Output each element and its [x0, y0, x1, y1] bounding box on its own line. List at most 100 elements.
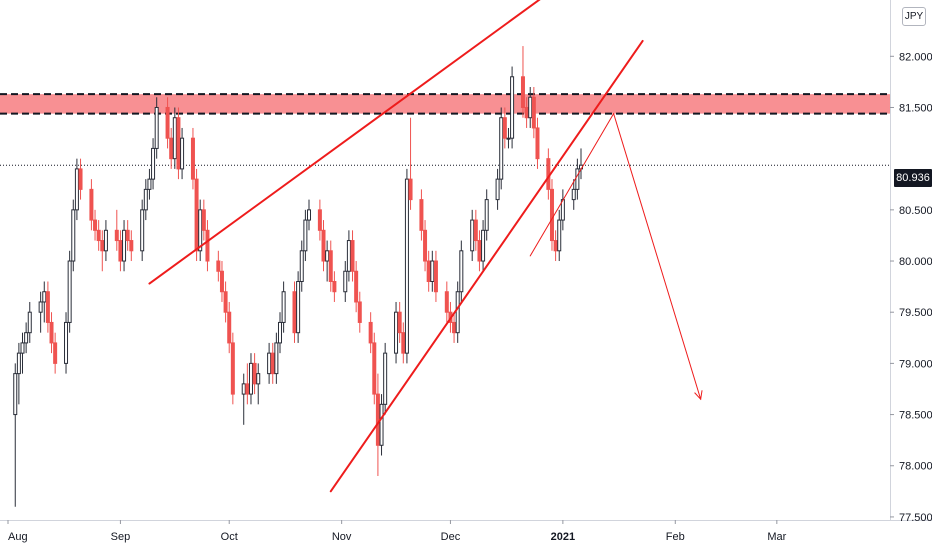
candle [176, 107, 181, 180]
candle [165, 97, 170, 149]
candle [557, 209, 562, 262]
candle-body [67, 260, 72, 323]
candle [524, 97, 529, 128]
projection-down [613, 113, 702, 400]
candle [270, 342, 275, 384]
candle [528, 87, 533, 128]
candle [357, 291, 362, 333]
currency-badge[interactable]: JPY [902, 7, 926, 26]
candle-body [292, 291, 297, 334]
candle [571, 179, 576, 210]
candle [38, 291, 43, 333]
candle [549, 179, 554, 251]
candle [575, 158, 580, 200]
candle-body [470, 219, 475, 252]
candle-body [303, 219, 308, 252]
candle-body [575, 168, 580, 190]
candle [118, 230, 123, 272]
candle-body [267, 352, 272, 375]
candle [408, 117, 413, 210]
candle-body [125, 229, 130, 242]
candle-body [89, 188, 94, 221]
candle [419, 189, 424, 241]
candle-body [190, 137, 195, 180]
candle [296, 271, 301, 343]
time-tick-label: Sep [111, 531, 131, 543]
candle [24, 322, 29, 354]
candle-body [241, 383, 246, 395]
candle-body [375, 393, 380, 446]
candle-body [230, 342, 235, 395]
candle-body [404, 178, 409, 354]
candle-body [296, 280, 301, 334]
candle [404, 168, 409, 364]
candle-body [571, 188, 576, 201]
candle [96, 220, 101, 251]
candle-body [332, 280, 337, 293]
candle [194, 168, 199, 262]
candle-body [129, 240, 134, 252]
candle [481, 220, 486, 272]
candle-body [328, 250, 333, 282]
candle [125, 220, 130, 251]
candle [346, 230, 351, 282]
candle-body [20, 342, 25, 354]
candle-body [256, 373, 261, 385]
candle [325, 240, 330, 282]
candle [20, 332, 25, 374]
candle [216, 250, 221, 282]
candle [27, 301, 32, 343]
drawing-layer[interactable] [148, 0, 703, 493]
candle-body [350, 240, 355, 272]
price-axis[interactable]: 77.500 78.000 78.500 79.000 79.500 80.000 80.5… [890, 51, 932, 524]
candle-body [103, 229, 108, 252]
candle [502, 107, 507, 149]
candle [455, 281, 460, 343]
candle [122, 220, 127, 272]
candle [423, 220, 428, 272]
candle-body [248, 362, 253, 395]
candle-body [477, 240, 482, 262]
candle [459, 240, 464, 302]
time-tick-label: Oct [221, 531, 238, 543]
lower-channel-line [329, 39, 644, 493]
candle-body [219, 270, 224, 293]
candle [510, 66, 515, 149]
candle-body [172, 117, 177, 160]
candle [343, 261, 348, 302]
candle-body [459, 250, 464, 293]
candle-body [180, 137, 185, 170]
candle-body [357, 301, 362, 323]
candle-body [71, 209, 76, 262]
candle [93, 209, 98, 241]
time-axis[interactable]: Aug Sep Oct Nov Dec 2021 Feb Mar [7, 520, 787, 543]
candle-body [419, 199, 424, 231]
candle [190, 127, 195, 190]
candle [227, 301, 232, 354]
candle [452, 312, 457, 343]
candle-body [27, 311, 32, 334]
candle-body [96, 229, 101, 242]
candle-body [42, 291, 47, 303]
candle [307, 199, 312, 231]
candle-body [520, 76, 525, 108]
candle-body [198, 209, 203, 252]
candle-body [452, 321, 457, 334]
candle [444, 281, 449, 323]
candle [67, 250, 72, 333]
candle-body [299, 250, 304, 282]
candle-body [122, 229, 127, 262]
candle [274, 332, 279, 384]
price-tick-label: 79.500 [899, 307, 932, 319]
candle [74, 158, 79, 221]
candle [129, 230, 134, 262]
candle [147, 168, 152, 200]
candle [248, 353, 253, 405]
candle-body [45, 291, 50, 323]
candle [535, 117, 540, 169]
candle-body [64, 321, 69, 364]
candle [394, 301, 399, 364]
candle-body [368, 321, 373, 344]
